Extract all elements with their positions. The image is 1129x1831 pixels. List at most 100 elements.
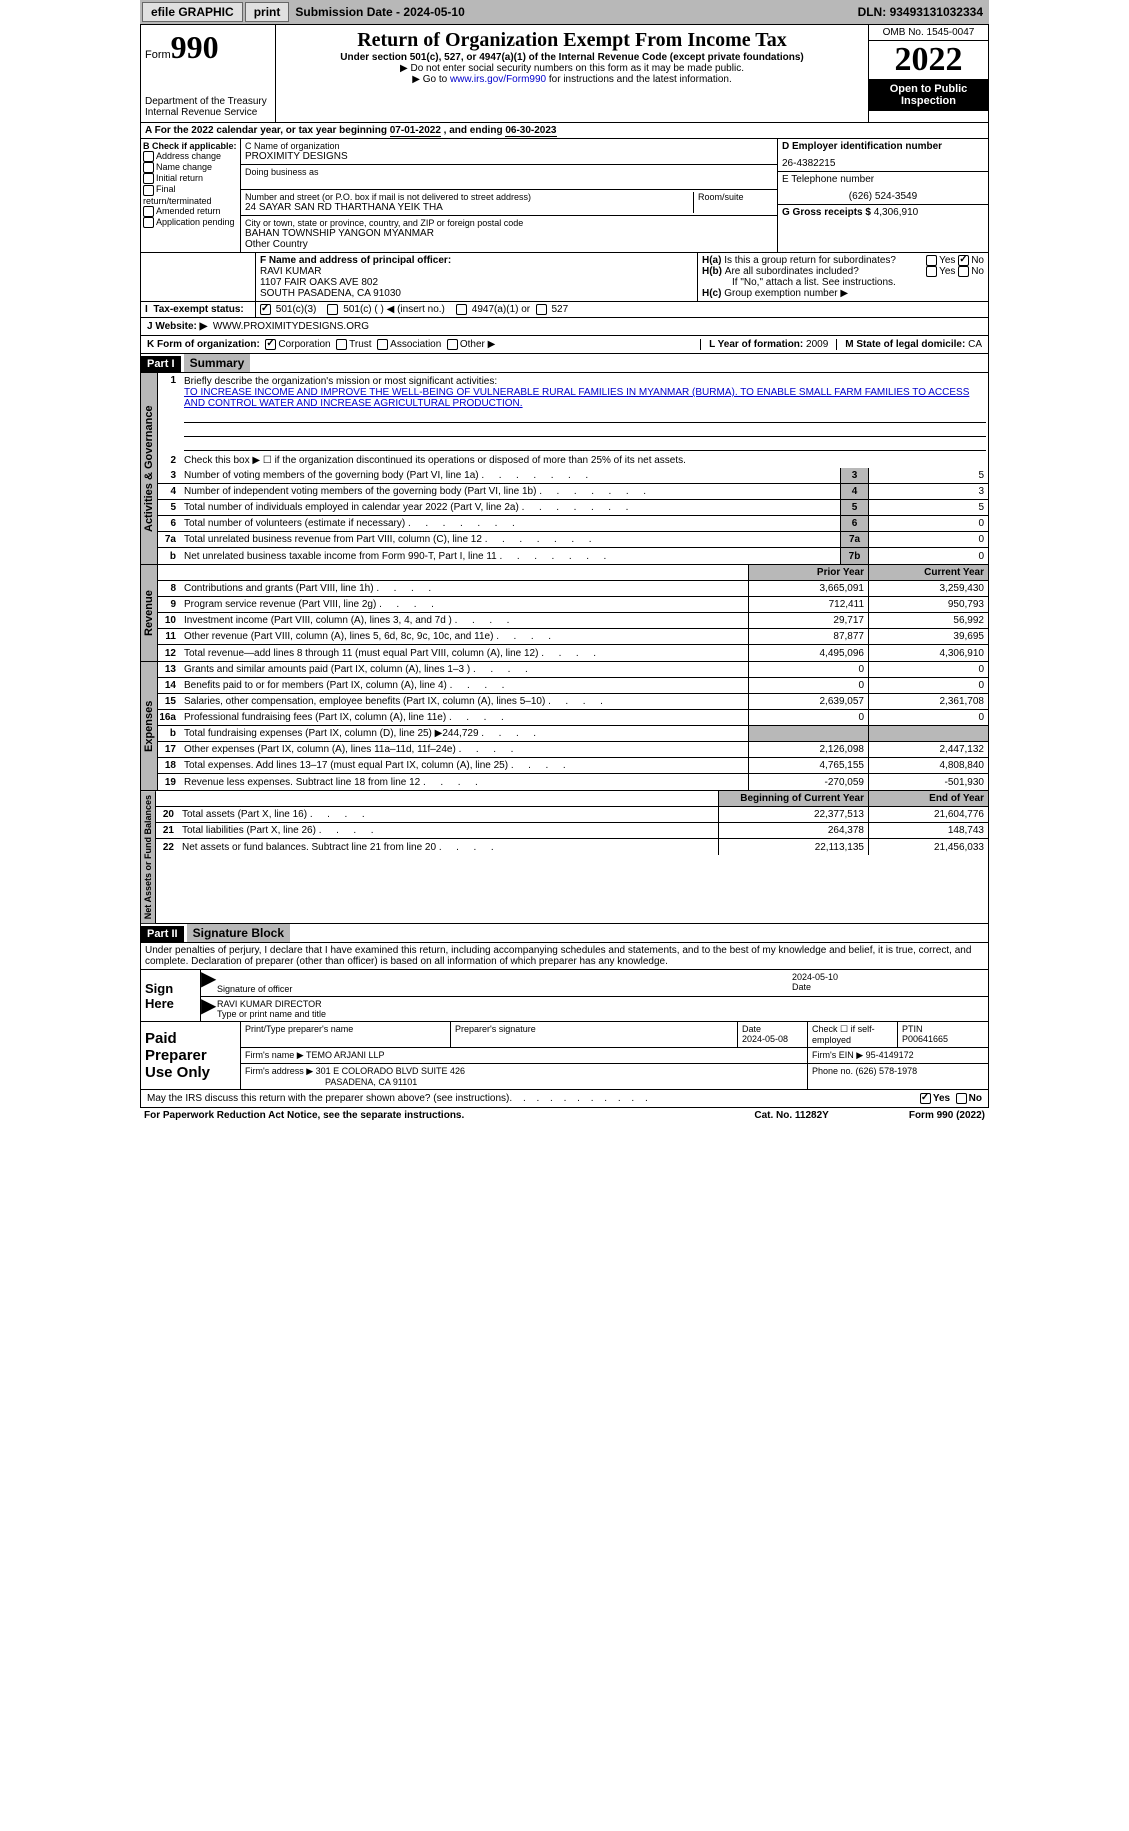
officer-addr2: SOUTH PASADENA, CA 91030	[260, 288, 693, 299]
ein-label: D Employer identification number	[782, 141, 984, 152]
cb-trust[interactable]	[336, 339, 347, 350]
block-b: B Check if applicable: Address change Na…	[141, 139, 241, 252]
omb-number: OMB No. 1545-0047	[869, 25, 988, 41]
form-label: Form	[145, 49, 171, 61]
block-klm: K Form of organization: Corporation Trus…	[140, 336, 989, 354]
ha-no[interactable]	[958, 255, 969, 266]
hb-note: If "No," attach a list. See instructions…	[702, 277, 984, 288]
ptin-label: PTIN	[902, 1024, 923, 1034]
paid-preparer-block: Paid Preparer Use Only Print/Type prepar…	[140, 1022, 989, 1090]
note-ssn: ▶ Do not enter social security numbers o…	[280, 63, 864, 74]
checkbox-amended[interactable]: Amended return	[143, 206, 238, 217]
line-7a: 7a Total unrelated business revenue from…	[158, 532, 988, 548]
hb-no[interactable]	[958, 266, 969, 277]
firm-ein-label: Firm's EIN ▶	[812, 1050, 866, 1060]
part1-title: Summary	[184, 354, 251, 372]
line-5: 5 Total number of individuals employed i…	[158, 500, 988, 516]
gross-value: 4,306,910	[874, 207, 919, 218]
part1-label: Part I	[141, 356, 181, 372]
dba-label: Doing business as	[245, 167, 773, 177]
line-19: 19 Revenue less expenses. Subtract line …	[158, 774, 988, 790]
line-21: 21 Total liabilities (Part X, line 26) .…	[156, 823, 988, 839]
line-16a: 16a Professional fundraising fees (Part …	[158, 710, 988, 726]
firm-name: TEMO ARJANI LLP	[306, 1050, 385, 1060]
ha-yes[interactable]	[926, 255, 937, 266]
block-d: D Employer identification number 26-43822…	[778, 139, 988, 252]
paid-prep-label: Paid Preparer Use Only	[141, 1022, 241, 1089]
checkbox-pending[interactable]: Application pending	[143, 217, 238, 228]
m-label: M State of legal domicile:	[845, 339, 968, 350]
part1-exp: Expenses 13 Grants and similar amounts p…	[140, 662, 989, 791]
page-footer: For Paperwork Reduction Act Notice, see …	[140, 1108, 989, 1123]
hb-yes[interactable]	[926, 266, 937, 277]
prep-sig-label: Preparer's signature	[451, 1022, 738, 1047]
discuss-label: May the IRS discuss this return with the…	[147, 1093, 509, 1104]
cb-501c3[interactable]	[260, 304, 271, 315]
cb-assoc[interactable]	[377, 339, 388, 350]
part1-na: Net Assets or Fund Balances Beginning of…	[140, 791, 989, 924]
state-domicile: CA	[968, 339, 982, 350]
part2-title: Signature Block	[187, 924, 290, 942]
irs-link[interactable]: www.irs.gov/Form990	[450, 74, 546, 85]
line-4: 4 Number of independent voting members o…	[158, 484, 988, 500]
cb-corp[interactable]	[265, 339, 276, 350]
sign-here-label: Sign Here	[141, 970, 201, 1021]
cb-4947[interactable]	[456, 304, 467, 315]
form-header: Form990 Department of the Treasury Inter…	[140, 24, 989, 123]
k-label: K Form of organization:	[147, 339, 260, 350]
block-f-spacer	[141, 253, 256, 301]
block-h: H(a) Is this a group return for subordin…	[698, 253, 988, 301]
line-15: 15 Salaries, other compensation, employe…	[158, 694, 988, 710]
city-label: City or town, state or province, country…	[245, 218, 773, 228]
footer-left: For Paperwork Reduction Act Notice, see …	[144, 1110, 464, 1121]
prep-name-label: Print/Type preparer's name	[241, 1022, 451, 1047]
date-label: Date	[792, 982, 984, 992]
ha-label: Is this a group return for subordinates?	[724, 255, 926, 266]
block-fh: F Name and address of principal officer:…	[140, 253, 989, 302]
line-18: 18 Total expenses. Add lines 13–17 (must…	[158, 758, 988, 774]
part2-header: Part II Signature Block	[140, 924, 989, 943]
sig-officer-label: Signature of officer	[217, 984, 292, 994]
part1-ag: Activities & Governance 1 Briefly descri…	[140, 373, 989, 565]
addr-label: Number and street (or P.O. box if mail i…	[245, 192, 693, 202]
checkbox-final[interactable]: Final return/terminated	[143, 184, 238, 205]
form-subtitle: Under section 501(c), 527, or 4947(a)(1)…	[280, 52, 864, 63]
org-address: 24 SAYAR SAN RD THARTHANA YEIK THA	[245, 202, 693, 213]
firm-phone: (626) 578-1978	[856, 1066, 918, 1076]
prior-year-hdr: Prior Year	[748, 565, 868, 580]
print-button[interactable]: print	[245, 2, 290, 22]
cb-other[interactable]	[447, 339, 458, 350]
type-name-label: Type or print name and title	[217, 1009, 984, 1019]
sign-here-block: Sign Here ▶Signature of officer 2024-05-…	[140, 970, 989, 1022]
line-12: 12 Total revenue—add lines 8 through 11 …	[158, 645, 988, 661]
section-a: A For the 2022 calendar year, or tax yea…	[140, 123, 989, 139]
checkbox-name-change[interactable]: Name change	[143, 162, 238, 173]
vtab-expenses: Expenses	[141, 662, 158, 790]
line-20: 20 Total assets (Part X, line 16) . . . …	[156, 807, 988, 823]
website-label: J Website: ▶	[147, 321, 207, 332]
check-self-employed[interactable]: Check ☐ if self-employed	[808, 1022, 898, 1047]
q2-text: Check this box ▶ ☐ if the organization d…	[182, 454, 988, 467]
checkbox-addr-change[interactable]: Address change	[143, 151, 238, 162]
line-17: 17 Other expenses (Part IX, column (A), …	[158, 742, 988, 758]
cb-527[interactable]	[536, 304, 547, 315]
begin-year-hdr: Beginning of Current Year	[718, 791, 868, 806]
line-9: 9 Program service revenue (Part VIII, li…	[158, 597, 988, 613]
tax-status-label: Tax-exempt status:	[153, 304, 243, 315]
discuss-yes[interactable]	[920, 1093, 931, 1104]
officer-addr1: 1107 FAIR OAKS AVE 802	[260, 277, 693, 288]
officer-name: RAVI KUMAR	[260, 266, 693, 277]
line-10: 10 Investment income (Part VIII, column …	[158, 613, 988, 629]
footer-form: Form 990 (2022)	[909, 1110, 985, 1121]
year-formation: 2009	[806, 339, 828, 350]
checkbox-initial[interactable]: Initial return	[143, 173, 238, 184]
sig-date: 2024-05-10	[792, 972, 984, 982]
org-city: BAHAN TOWNSHIP YANGON MYANMAR	[245, 228, 773, 239]
prep-date: 2024-05-08	[742, 1034, 788, 1044]
mission-text: TO INCREASE INCOME AND IMPROVE THE WELL-…	[184, 387, 986, 409]
block-b-label: B Check if applicable:	[143, 141, 238, 151]
ein-value: 26-4382215	[782, 158, 984, 169]
discuss-no[interactable]	[956, 1093, 967, 1104]
l-label: L Year of formation:	[709, 339, 806, 350]
cb-501c[interactable]	[327, 304, 338, 315]
